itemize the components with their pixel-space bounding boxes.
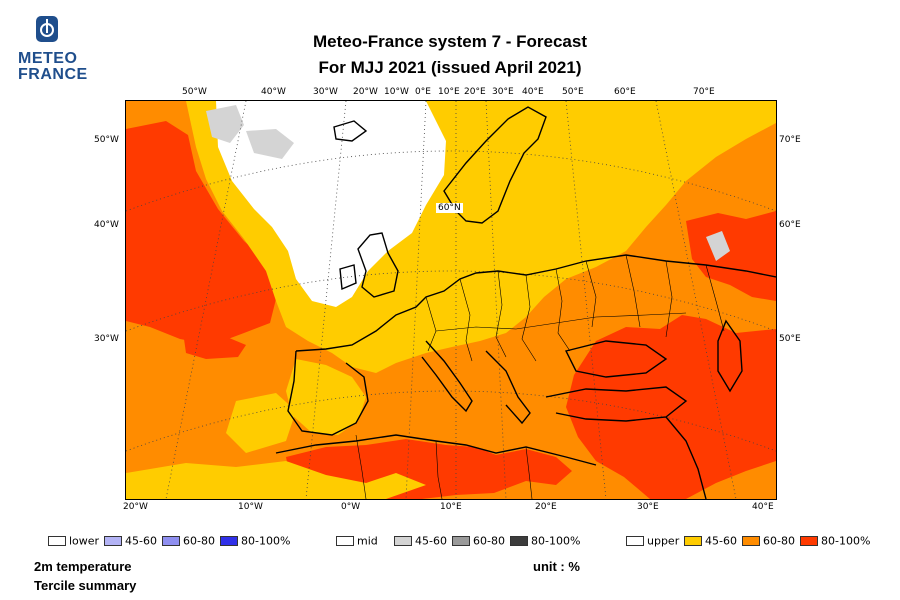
- legend-label: 80-100%: [241, 534, 291, 548]
- meteo-france-logo-icon: [36, 16, 58, 42]
- left-axis-label: 30°W: [94, 334, 119, 344]
- legend-item: 80-100%: [220, 534, 290, 548]
- bottom-axis-label: 20°E: [535, 502, 557, 512]
- bottom-axis-label: 10°W: [238, 502, 263, 512]
- meteo-france-logo: METEO FRANCE: [14, 14, 94, 84]
- page-title: Meteo-France system 7 - Forecast: [313, 32, 587, 51]
- graticule: [126, 101, 776, 499]
- legend-swatch: [626, 536, 644, 546]
- legend-item: 80-100%: [800, 534, 870, 548]
- summary-label: Tercile summary: [34, 578, 137, 593]
- top-axis-label: 0°E: [415, 87, 431, 97]
- legend-label: 80-100%: [531, 534, 581, 548]
- right-axis-label: 50°E: [779, 334, 801, 344]
- region-upper-80-100-iberia-spot: [184, 335, 246, 359]
- bottom-axis-label: 10°E: [440, 502, 462, 512]
- top-axis-label: 50°W: [182, 87, 207, 97]
- bottom-axis-label: 30°E: [637, 502, 659, 512]
- legend-label: 45-60: [415, 534, 447, 548]
- legend-swatch: [452, 536, 470, 546]
- map-latitude-label: 60°N: [436, 203, 463, 213]
- legend-swatch: [742, 536, 760, 546]
- top-axis-label: 40°E: [522, 87, 544, 97]
- legend-item: 45-60: [104, 534, 157, 548]
- left-axis-label: 50°W: [94, 135, 119, 145]
- legend-swatch: [162, 536, 180, 546]
- top-axis-label: 70°E: [693, 87, 715, 97]
- legend-swatch: [336, 536, 354, 546]
- legend-item: 45-60: [394, 534, 447, 548]
- unit-label: unit : %: [533, 559, 580, 574]
- legend-swatch: [48, 536, 66, 546]
- right-axis-label: 70°E: [779, 135, 801, 145]
- top-axis-label: 20°E: [464, 87, 486, 97]
- legend-swatch: [800, 536, 818, 546]
- legend-item: upper: [626, 534, 679, 548]
- left-axis-label: 40°W: [94, 220, 119, 230]
- region-upper-80-100-east: [566, 315, 776, 499]
- logo-text-line1: METEO: [18, 50, 78, 67]
- legend-item: 45-60: [684, 534, 737, 548]
- legend-label: lower: [69, 534, 100, 548]
- legend-swatch: [220, 536, 238, 546]
- legend-label: 45-60: [125, 534, 157, 548]
- top-axis-label: 40°W: [261, 87, 286, 97]
- legend-label: 80-100%: [821, 534, 871, 548]
- region-mid-45-60-c: [706, 231, 730, 261]
- variable-label: 2m temperature: [34, 559, 132, 574]
- legend-item: mid: [336, 534, 378, 548]
- top-axis-label: 30°W: [313, 87, 338, 97]
- top-axis-label: 60°E: [614, 87, 636, 97]
- borders: [355, 254, 725, 499]
- legend-swatch: [510, 536, 528, 546]
- page-subtitle: For MJJ 2021 (issued April 2021): [318, 58, 582, 77]
- legend-item: 60-80: [162, 534, 215, 548]
- region-upper-45-60-iberia: [286, 359, 366, 435]
- legend-label: 45-60: [705, 534, 737, 548]
- top-axis-label: 10°E: [438, 87, 460, 97]
- region-upper-80-100-russia: [686, 211, 776, 301]
- legend-label: 60-80: [763, 534, 795, 548]
- region-upper-45-60-atlantic-south: [226, 393, 296, 453]
- legend-item: 60-80: [742, 534, 795, 548]
- legend-item: 80-100%: [510, 534, 580, 548]
- bottom-axis-label: 0°W: [341, 502, 361, 512]
- legend-label: mid: [357, 534, 378, 548]
- region-upper-45-60-south-edge: [126, 461, 426, 499]
- top-axis-label: 30°E: [492, 87, 514, 97]
- legend-swatch: [394, 536, 412, 546]
- legend-label: upper: [647, 534, 680, 548]
- top-axis-label: 20°W: [353, 87, 378, 97]
- region-upper-80-100-atlantic: [126, 121, 278, 345]
- bottom-axis-label: 40°E: [752, 502, 774, 512]
- legend-item: lower: [48, 534, 99, 548]
- forecast-map: 60°N: [125, 100, 777, 500]
- logo-text-line2: FRANCE: [18, 66, 88, 83]
- legend-swatch: [684, 536, 702, 546]
- bottom-axis-label: 20°W: [123, 502, 148, 512]
- right-axis-label: 60°E: [779, 220, 801, 230]
- region-mid-45-60-b: [246, 129, 294, 159]
- top-axis-label: 50°E: [562, 87, 584, 97]
- legend-label: 60-80: [183, 534, 215, 548]
- top-axis-label: 10°W: [384, 87, 409, 97]
- legend-label: 60-80: [473, 534, 505, 548]
- region-mid-45-60-a: [206, 105, 244, 143]
- forecast-map-svg: [126, 101, 776, 499]
- legend-item: 60-80: [452, 534, 505, 548]
- legend-swatch: [104, 536, 122, 546]
